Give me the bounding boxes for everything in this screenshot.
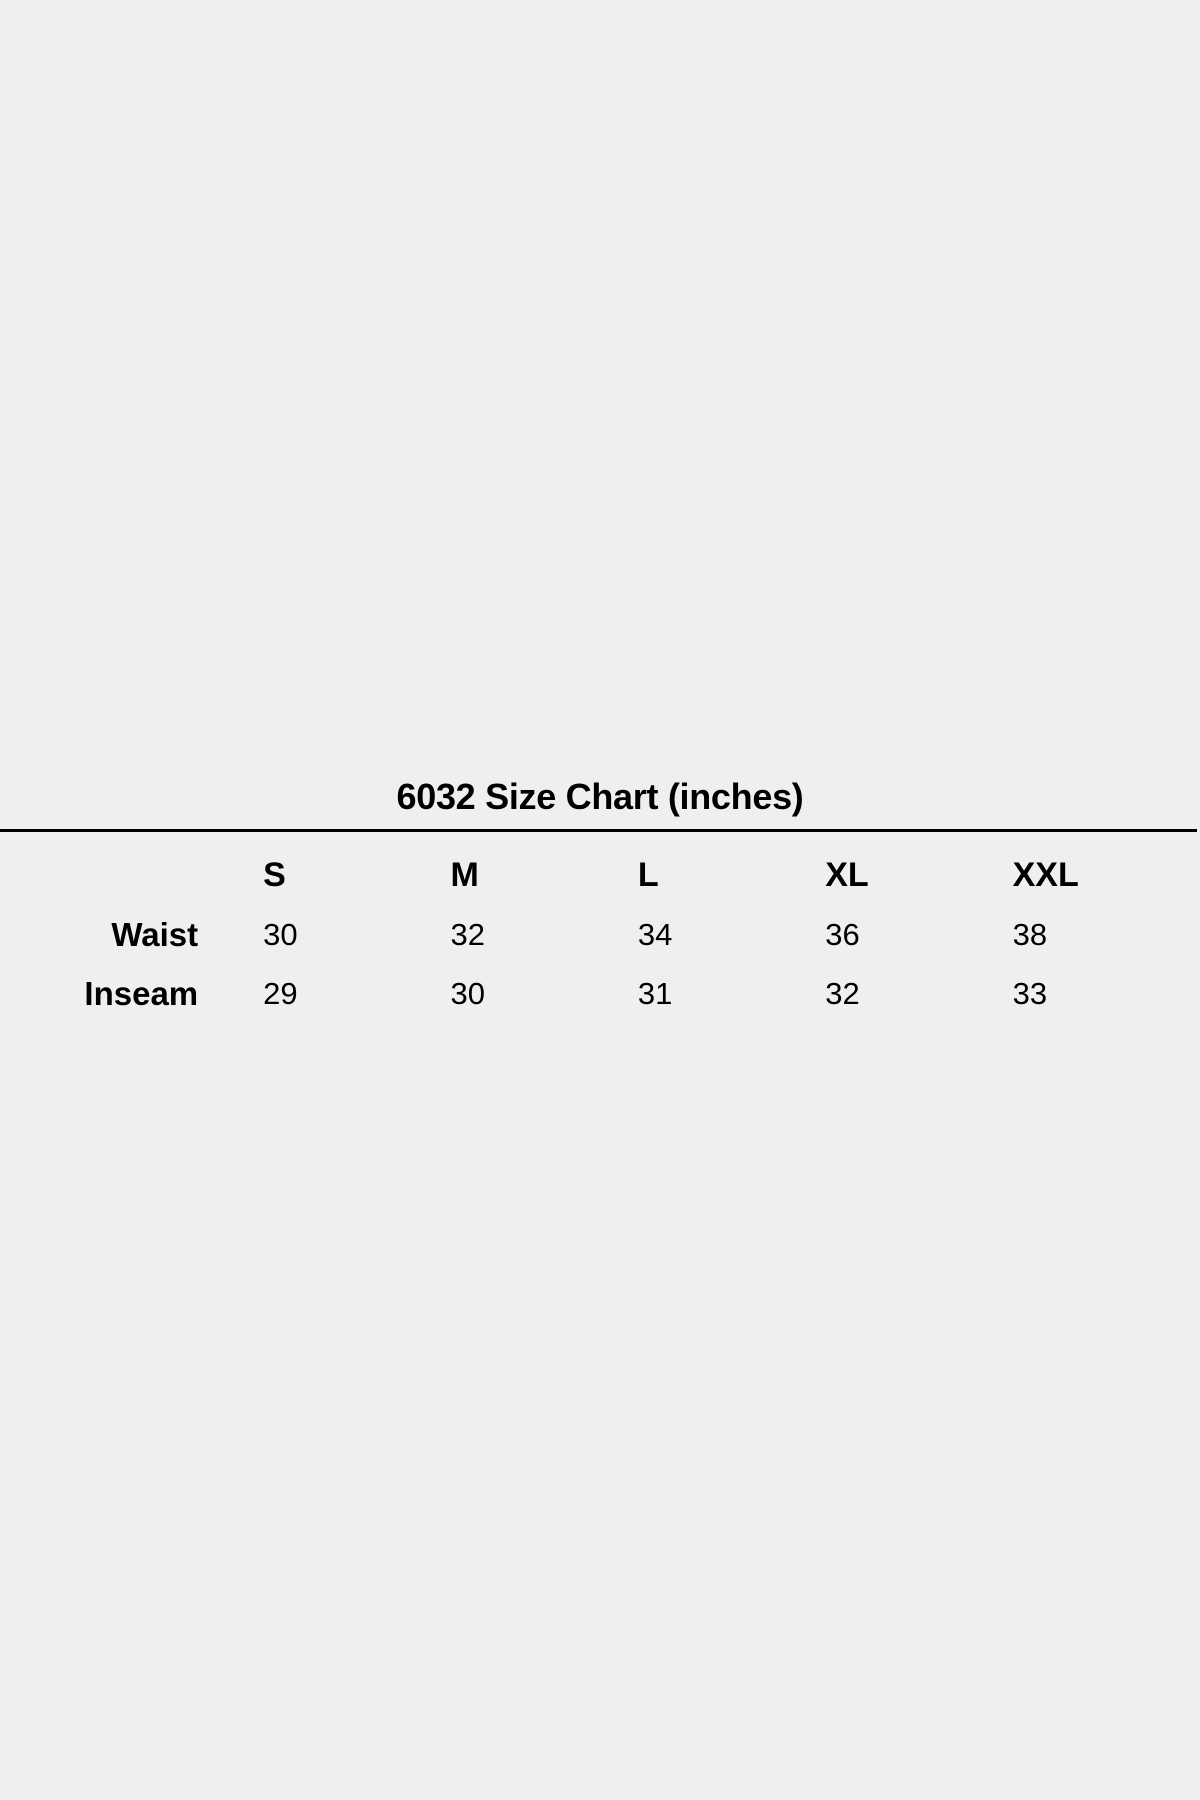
row-label-waist: Waist — [111, 915, 199, 953]
cell-inseam-l: 31 — [637, 975, 673, 1011]
column-header-l: L — [637, 855, 659, 894]
cell-waist-xxl: 38 — [1012, 916, 1048, 952]
cell-waist-xl: 36 — [825, 916, 860, 952]
cell-waist-l: 34 — [637, 916, 673, 952]
cell-inseam-xl: 32 — [825, 975, 860, 1011]
cell-waist-s: 30 — [263, 916, 298, 952]
cell-inseam-m: 30 — [450, 975, 485, 1011]
cell-inseam-s: 29 — [263, 975, 298, 1011]
column-header-xxl: XXL — [1012, 855, 1079, 894]
table-header: S M L XL XXL — [0, 845, 1200, 905]
table-body: Waist 30 32 34 36 38 Inseam 29 30 31 32 … — [0, 905, 1200, 1023]
table-header-row: S M L XL XXL — [0, 845, 1200, 905]
table-row: Inseam 29 30 31 32 33 — [0, 964, 1200, 1023]
row-label-inseam: Inseam — [84, 974, 199, 1012]
header-divider — [0, 829, 1197, 832]
column-header-m: M — [450, 855, 479, 894]
cell-inseam-xxl: 33 — [1012, 975, 1048, 1011]
column-header-s: S — [263, 855, 286, 894]
table-row: Waist 30 32 34 36 38 — [0, 905, 1200, 964]
table-corner-cell — [0, 845, 263, 905]
page-title: 6032 Size Chart (inches) — [396, 776, 804, 817]
size-chart-table: S M L XL XXL Waist 30 32 34 36 38 Inseam… — [0, 845, 1200, 1023]
cell-waist-m: 32 — [450, 916, 485, 952]
column-header-xl: XL — [825, 855, 869, 894]
